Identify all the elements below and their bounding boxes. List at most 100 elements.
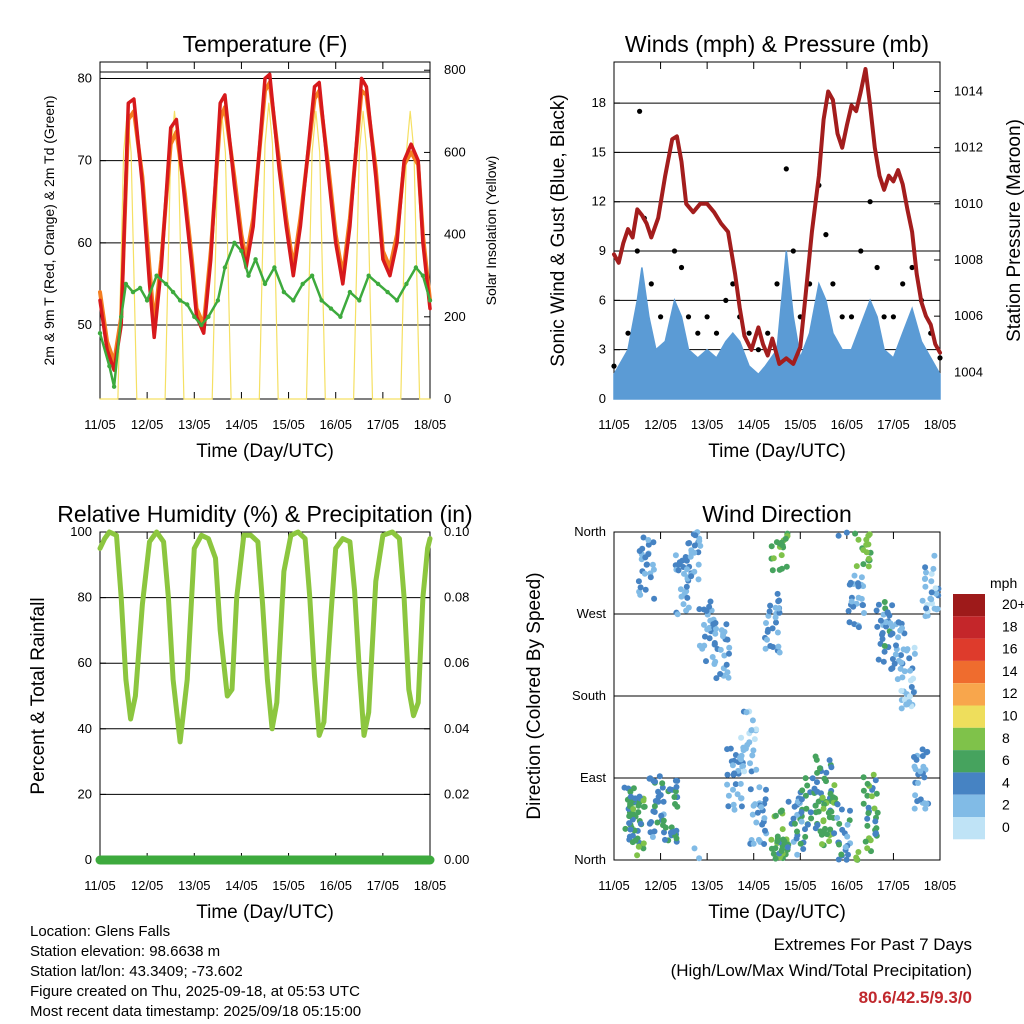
direction-point [746,739,753,746]
y2-tick-label: 0.08 [444,590,469,605]
direction-point [645,537,652,543]
direction-point [762,796,769,803]
direction-point [645,541,652,548]
dewpoint-point [123,281,129,287]
dewpoint-point [375,281,381,287]
direction-point [769,567,776,574]
direction-point [738,795,745,802]
direction-point [819,794,826,801]
direction-point [779,826,786,833]
direction-point [867,837,874,844]
y-tick-label: East [580,770,606,785]
direction-point [776,597,783,604]
gust-point [634,248,640,254]
direction-point [843,856,850,863]
direction-point [895,619,902,626]
direction-point [910,689,917,696]
direction-point [740,744,747,751]
direction-point [772,614,779,621]
x-tick-label: 16/05 [831,878,864,893]
x-tick-label: 18/05 [924,417,957,432]
y-tick-label: 3 [599,342,606,357]
direction-point [919,597,926,604]
direction-point [865,563,872,570]
y-axis-label: Percent & Total Rainfall [28,597,49,794]
direction-point [634,852,641,859]
direction-point [692,532,699,539]
direction-point [910,675,917,682]
direction-point [886,612,893,619]
gust-point [671,248,678,254]
direction-point [860,602,866,609]
direction-point [749,811,756,818]
colorbar-unit: mph [990,575,1017,591]
colorbar-label: 6 [1002,752,1010,768]
direction-point [791,820,798,827]
direction-point [903,647,910,654]
direction-point [778,848,785,854]
direction-point [630,806,637,812]
direction-point [731,806,738,813]
y-axis-label: Sonic Wind & Gust (Blue, Black) [548,94,569,366]
direction-point [641,570,648,577]
dewpoint-point [215,298,221,303]
panel-direction: North East South West North 11/05 12/05 13/05 14… [524,501,956,923]
direction-point [731,770,738,777]
direction-point [783,563,790,570]
gust-point [755,347,762,353]
direction-point [683,607,690,614]
direction-point [898,652,904,659]
panel-winds: 0 3 6 9 12 15 18 11/05 12/05 13/05 14/05 15/05 16/05… [548,31,1024,462]
direction-point [764,636,770,643]
direction-point [873,830,879,837]
direction-point [847,807,853,814]
direction-point [834,814,841,821]
direction-point [793,835,800,842]
info-created: Figure created on Thu, 2025-09-18, at 05… [30,983,360,1000]
direction-point [754,809,761,816]
x-tick-label: 11/05 [598,878,630,893]
direction-point [870,771,877,778]
chart-title: Temperature (F) [183,31,348,57]
direction-point [874,623,881,630]
direction-point [627,788,634,795]
info-latest: Most recent data timestamp: 2025/09/18 0… [30,1003,362,1020]
direction-point [674,611,681,618]
direction-point [712,630,719,637]
direction-point [774,590,781,597]
dewpoint-point [119,314,124,319]
y2-axis-label: Solar Insolation (Yellow) [483,156,499,306]
direction-point [668,824,675,831]
direction-point [873,790,880,797]
x-tick-label: 14/05 [225,417,258,432]
direction-point [762,645,769,652]
direction-point [798,809,805,816]
direction-point [814,788,821,795]
direction-point [637,584,644,591]
direction-point [860,800,867,807]
direction-point [920,763,927,770]
direction-point [842,844,849,851]
direction-point [845,608,852,614]
direction-point [724,636,731,643]
direction-point [770,555,777,562]
panel-temperature: 50 60 70 80 11/05 12/05 13/05 14/05 15/05 16/05 17… [41,31,499,462]
direction-point [738,734,745,741]
direction-point [661,829,667,836]
direction-point [764,628,771,635]
direction-point [769,625,776,632]
series-solar-insolation [99,102,431,400]
y-tick-label: 50 [78,317,92,332]
direction-point [850,603,857,610]
direction-point [702,633,708,640]
direction-point [627,826,634,833]
gust-point [648,281,654,287]
direction-point [684,594,691,601]
direction-point [688,549,695,556]
direction-point [773,619,779,626]
direction-point [724,669,731,676]
direction-point [798,796,805,803]
direction-point [923,605,930,612]
direction-point [814,769,821,776]
y-tick-label: 60 [78,655,92,670]
